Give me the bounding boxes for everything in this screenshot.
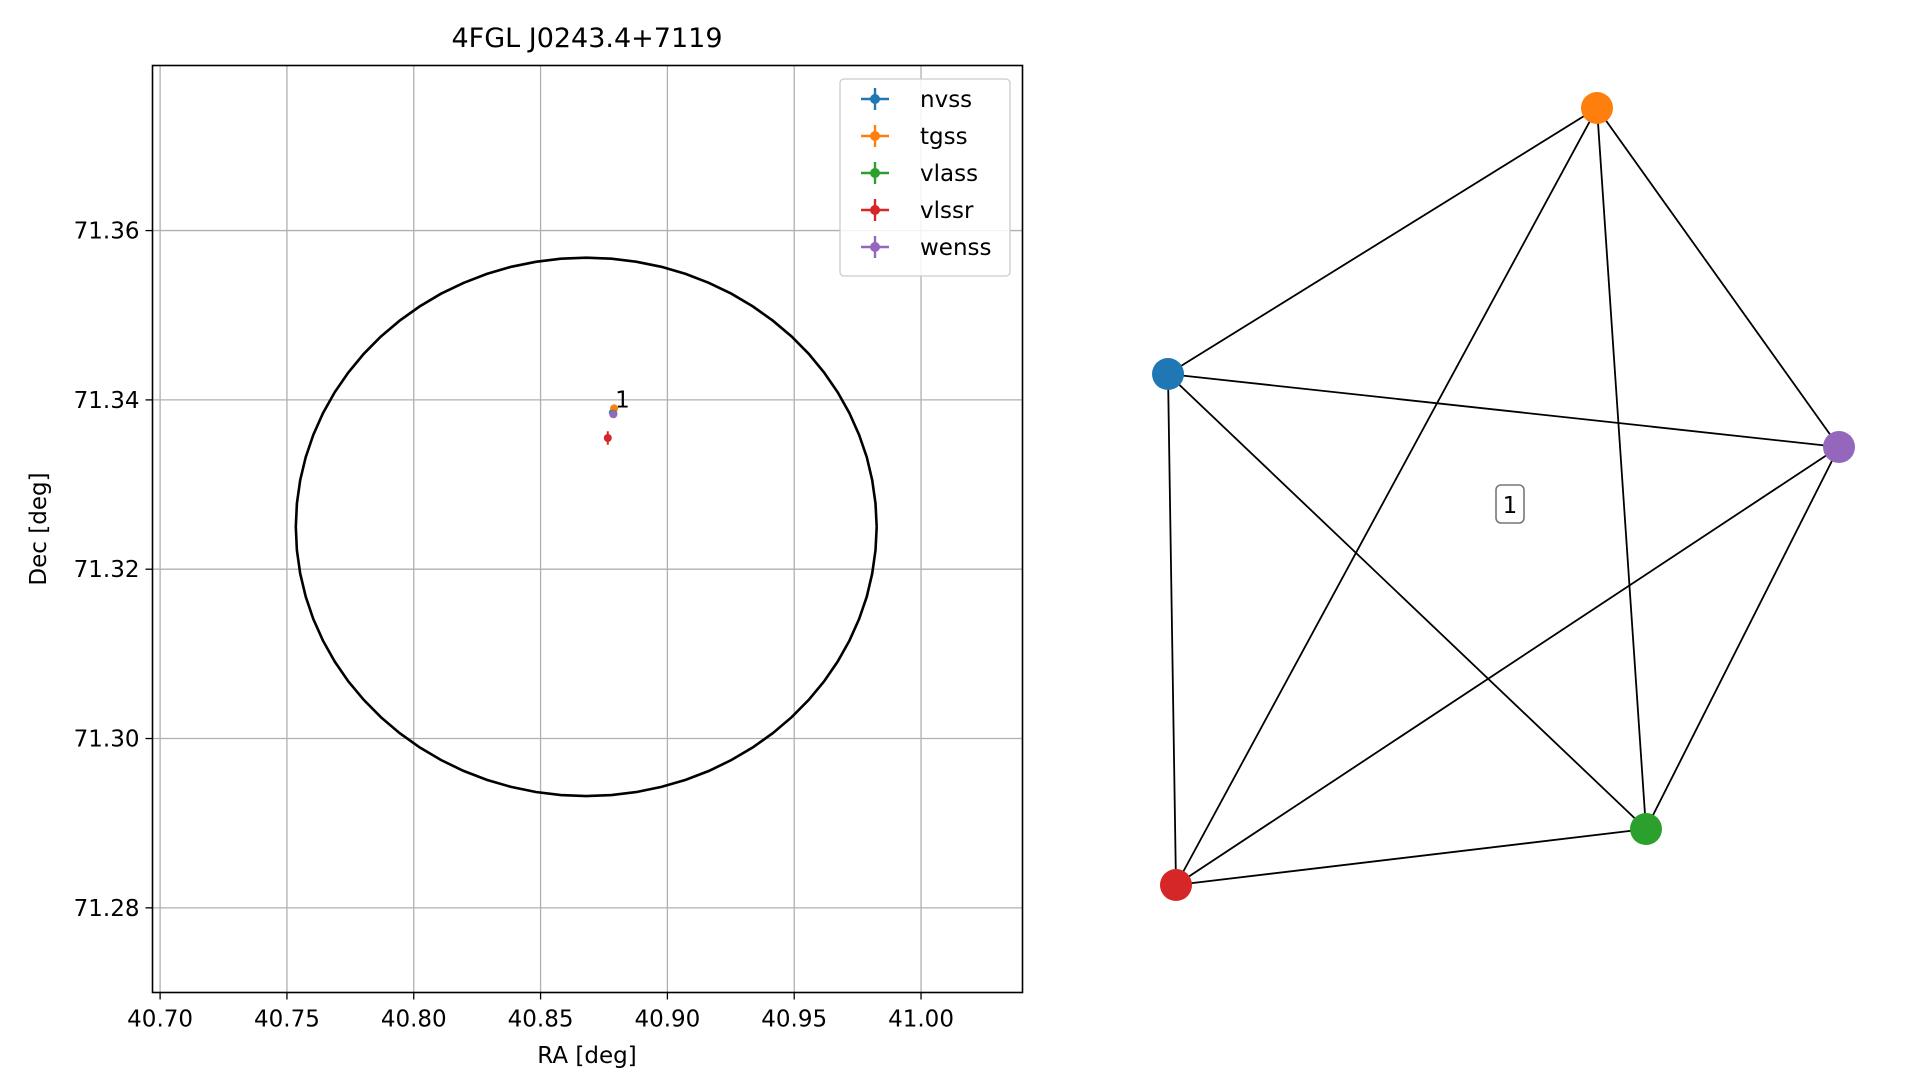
graph-label-box — [1495, 484, 1525, 524]
plot-frame — [151, 64, 1024, 994]
error-ellipse — [294, 256, 878, 798]
x-axis-label: RA [deg] — [537, 1043, 636, 1069]
y-axis-label: Dec [deg] — [26, 472, 52, 585]
legend-label-wenss: wenss — [920, 235, 992, 261]
y-axis-ticks: 71.28 71.30 71.32 71.34 71.36 — [74, 219, 153, 922]
y-tick-label: 71.30 — [74, 727, 140, 753]
edge-tgss-vlass — [1596, 107, 1647, 830]
data-points — [603, 404, 619, 445]
node-wenss — [1823, 431, 1855, 463]
node-vlass — [1630, 813, 1662, 845]
edge-nvss-tgss — [1167, 107, 1598, 375]
edge-tgss-vlssr — [1175, 107, 1598, 886]
x-tick-label: 41.00 — [888, 1007, 954, 1033]
point-wenss — [609, 410, 618, 419]
y-tick-label: 71.32 — [74, 557, 140, 583]
point-vlssr — [603, 433, 612, 442]
legend-label-tgss: tgss — [920, 124, 968, 150]
legend-box — [839, 78, 1011, 277]
edge-tgss-wenss — [1596, 107, 1840, 448]
graph-edges — [1167, 107, 1840, 886]
legend-label-nvss: nvss — [920, 87, 972, 113]
network-graph: 1 — [1152, 92, 1855, 901]
x-tick-label: 40.80 — [381, 1007, 447, 1033]
edge-nvss-vlass — [1167, 373, 1647, 830]
grid — [152, 65, 1023, 993]
edge-wenss-vlssr — [1175, 446, 1840, 886]
legend-marker-vlssr — [870, 205, 880, 215]
legend-marker-nvss — [870, 94, 880, 104]
legend-label-vlssr: vlssr — [920, 198, 974, 224]
sky-position-chart: 4FGL J0243.4+7119 1 40.70 40.75 40.80 40.85… — [26, 23, 1024, 1069]
x-tick-label: 40.85 — [508, 1007, 574, 1033]
edge-vlass-vlssr — [1175, 828, 1647, 886]
edge-nvss-vlssr — [1167, 373, 1177, 886]
graph-label: 1 — [1503, 493, 1518, 519]
ellipse-layer — [294, 256, 878, 798]
edge-nvss-wenss — [1167, 373, 1840, 448]
y-tick-label: 71.28 — [74, 896, 140, 922]
x-tick-label: 40.95 — [761, 1007, 827, 1033]
node-nvss — [1152, 358, 1184, 390]
edge-wenss-vlass — [1645, 446, 1840, 830]
node-tgss — [1581, 92, 1613, 124]
graph-nodes — [1152, 92, 1855, 901]
legend-marker-wenss — [870, 242, 880, 252]
point-annotation: 1 — [615, 387, 630, 413]
x-tick-label: 40.70 — [127, 1007, 193, 1033]
legend-marker-vlass — [870, 168, 880, 178]
legend: nvss tgss vlass vlssr wenss — [839, 78, 1011, 277]
legend-label-vlass: vlass — [920, 161, 978, 187]
y-tick-label: 71.36 — [74, 219, 140, 245]
x-tick-label: 40.90 — [634, 1007, 700, 1033]
chart-title: 4FGL J0243.4+7119 — [451, 23, 722, 54]
x-axis-ticks: 40.70 40.75 40.80 40.85 40.90 40.95 41.00 — [127, 992, 954, 1033]
node-vlssr — [1160, 869, 1192, 901]
legend-marker-tgss — [870, 131, 880, 141]
y-tick-label: 71.34 — [74, 388, 140, 414]
x-tick-label: 40.75 — [254, 1007, 320, 1033]
